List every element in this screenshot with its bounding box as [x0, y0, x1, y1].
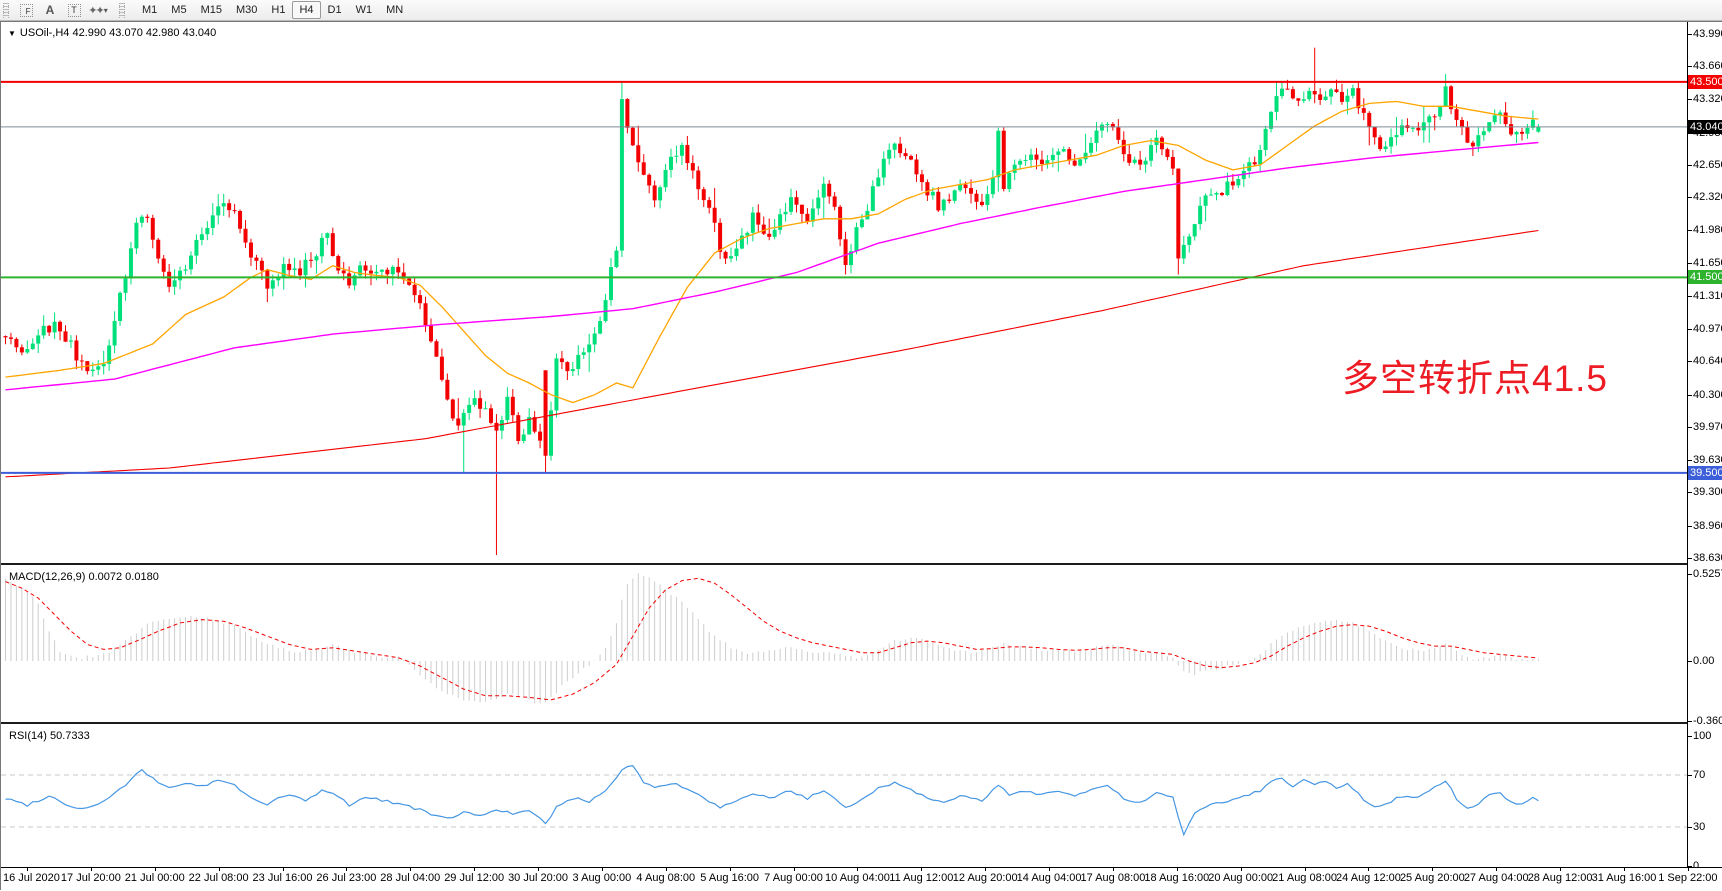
timeframe-button-m5[interactable]: M5 [164, 1, 193, 19]
price-badge-43.500: 43.500 [1688, 74, 1722, 89]
price-badge-41.500: 41.500 [1688, 270, 1722, 285]
time-tick [27, 868, 28, 871]
time-label: 30 Jul 20:00 [508, 872, 568, 884]
text-label-icon: A [45, 3, 55, 17]
time-label: 7 Aug 00:00 [764, 872, 823, 884]
time-label: 29 Jul 12:00 [444, 872, 505, 884]
time-label: 28 Aug 12:00 [1527, 872, 1593, 884]
timeframe-button-m1[interactable]: M1 [135, 1, 164, 19]
time-tick [985, 868, 987, 871]
time-tick [1049, 868, 1051, 871]
rsi-label: RSI(14) 50.7333 [9, 730, 90, 742]
current-price-badge: 43.040 [1688, 119, 1722, 134]
time-tick [1624, 868, 1625, 871]
time-label: 25 Aug 20:00 [1399, 872, 1465, 884]
time-label: 1 Sep 22:00 [1658, 872, 1718, 884]
time-tick [346, 868, 348, 871]
timeframe-button-d1[interactable]: D1 [321, 1, 349, 19]
time-label: 24 Aug 12:00 [1336, 872, 1401, 884]
time-tick [282, 868, 284, 871]
price-badge-39.500: 39.500 [1688, 465, 1722, 480]
time-tick [538, 868, 540, 871]
macd-label: MACD(12,26,9) 0.0072 0.0180 [9, 571, 159, 583]
time-label: 18 Aug 16:00 [1144, 872, 1210, 884]
toolbar-grip[interactable] [3, 2, 9, 18]
time-tick [1560, 868, 1562, 871]
ma-slow-red-line [5, 229, 1539, 478]
time-label: 11 Aug 12:00 [889, 872, 954, 884]
time-tick [601, 868, 603, 871]
time-label: 5 Aug 16:00 [700, 872, 760, 884]
time-label: 21 Aug 08:00 [1272, 872, 1338, 884]
arrow-objects-icon: ✦✦ [88, 4, 105, 17]
time-label: 14 Aug 04:00 [1016, 872, 1082, 884]
rsi-indicator-panel[interactable] [1, 724, 1687, 867]
symbol-ohlc-text: USOil-,H4 42.990 43.070 42.980 43.040 [19, 27, 217, 39]
time-label: 23 Jul 16:00 [252, 872, 313, 884]
time-tick [1368, 868, 1370, 871]
dropdown-caret-icon[interactable]: ▾ [103, 5, 108, 15]
time-label: 3 Aug 00:00 [572, 872, 632, 884]
chart-title[interactable]: ▼ USOil-,H4 42.990 43.070 42.980 43.040 [8, 27, 216, 39]
timeframe-button-h1[interactable]: H1 [264, 1, 292, 19]
time-label: 31 Aug 16:00 [1591, 872, 1657, 884]
timeframe-button-mn[interactable]: MN [379, 1, 410, 19]
time-tick [474, 868, 476, 871]
time-label: 26 Jul 23:00 [316, 872, 377, 884]
time-axis[interactable]: 16 Jul 2020 17 Jul 20:00 21 Jul 00:00 22 Ju… [1, 868, 1722, 891]
time-label: 16 Jul 2020 [3, 872, 60, 884]
time-tick [921, 868, 923, 871]
top-toolbar: F A T ✦✦ ▾ M1 M5 M15 M30 H1 H4 D1 W1 MN [0, 0, 1722, 21]
timeframe-button-w1[interactable]: W1 [349, 1, 380, 19]
time-tick [1432, 868, 1434, 871]
main-price-chart[interactable] [1, 22, 1687, 563]
time-tick [1240, 868, 1242, 871]
collapse-triangle-icon[interactable]: ▼ [8, 29, 16, 38]
time-tick [1304, 868, 1306, 871]
price-axis[interactable]: 43.99043.66043.32042.98042.65042.32041.9… [1687, 22, 1722, 872]
panel-separator[interactable] [1, 563, 1722, 565]
time-tick [793, 868, 795, 871]
text-label-icon-button[interactable]: A [39, 1, 61, 19]
time-axis-line [1, 867, 1722, 868]
time-label: 4 Aug 08:00 [636, 872, 696, 884]
time-label: 22 Jul 08:00 [188, 872, 249, 884]
time-label: 10 Aug 04:00 [825, 872, 890, 884]
time-label: 17 Jul 20:00 [60, 872, 121, 884]
timeframe-button-m15[interactable]: M15 [194, 1, 229, 19]
ma-fast-orange-line [5, 100, 1539, 404]
annotation-text[interactable]: 多空转折点41.5 [1342, 358, 1609, 399]
time-label: 17 Aug 08:00 [1080, 872, 1146, 884]
text-box-icon-button[interactable]: T [63, 1, 85, 19]
crosshair-grid-icon-button[interactable]: F [15, 1, 37, 19]
time-tick [857, 868, 859, 871]
timeframe-group: M1 M5 M15 M30 H1 H4 D1 W1 MN [135, 1, 410, 19]
macd-indicator-panel[interactable] [1, 565, 1687, 722]
chart-window: ▼ USOil-,H4 42.990 43.070 42.980 43.040 M… [0, 21, 1722, 891]
time-tick [154, 868, 156, 871]
toolbar-separator-grip [119, 2, 125, 18]
time-tick [90, 868, 92, 871]
time-tick [1496, 868, 1498, 871]
time-tick [218, 868, 220, 871]
arrow-objects-icon-button[interactable]: ✦✦ ▾ [87, 1, 109, 19]
time-tick [1687, 868, 1689, 871]
time-label: 21 Jul 00:00 [124, 872, 185, 884]
time-label: 12 Aug 20:00 [952, 872, 1018, 884]
time-tick [410, 868, 412, 871]
timeframe-button-h4[interactable]: H4 [292, 1, 321, 19]
ma-medium-magenta-line [5, 141, 1539, 391]
text-box-icon: T [67, 3, 81, 17]
time-tick [729, 868, 731, 871]
crosshair-grid-icon: F [19, 3, 33, 17]
time-tick [665, 868, 667, 871]
time-label: 27 Aug 04:00 [1463, 872, 1529, 884]
timeframe-button-m30[interactable]: M30 [229, 1, 264, 19]
time-label: 28 Jul 04:00 [380, 872, 441, 884]
time-tick [1176, 868, 1178, 871]
panel-separator[interactable] [1, 722, 1722, 724]
time-label: 20 Aug 00:00 [1208, 872, 1274, 884]
time-tick [1112, 868, 1114, 871]
